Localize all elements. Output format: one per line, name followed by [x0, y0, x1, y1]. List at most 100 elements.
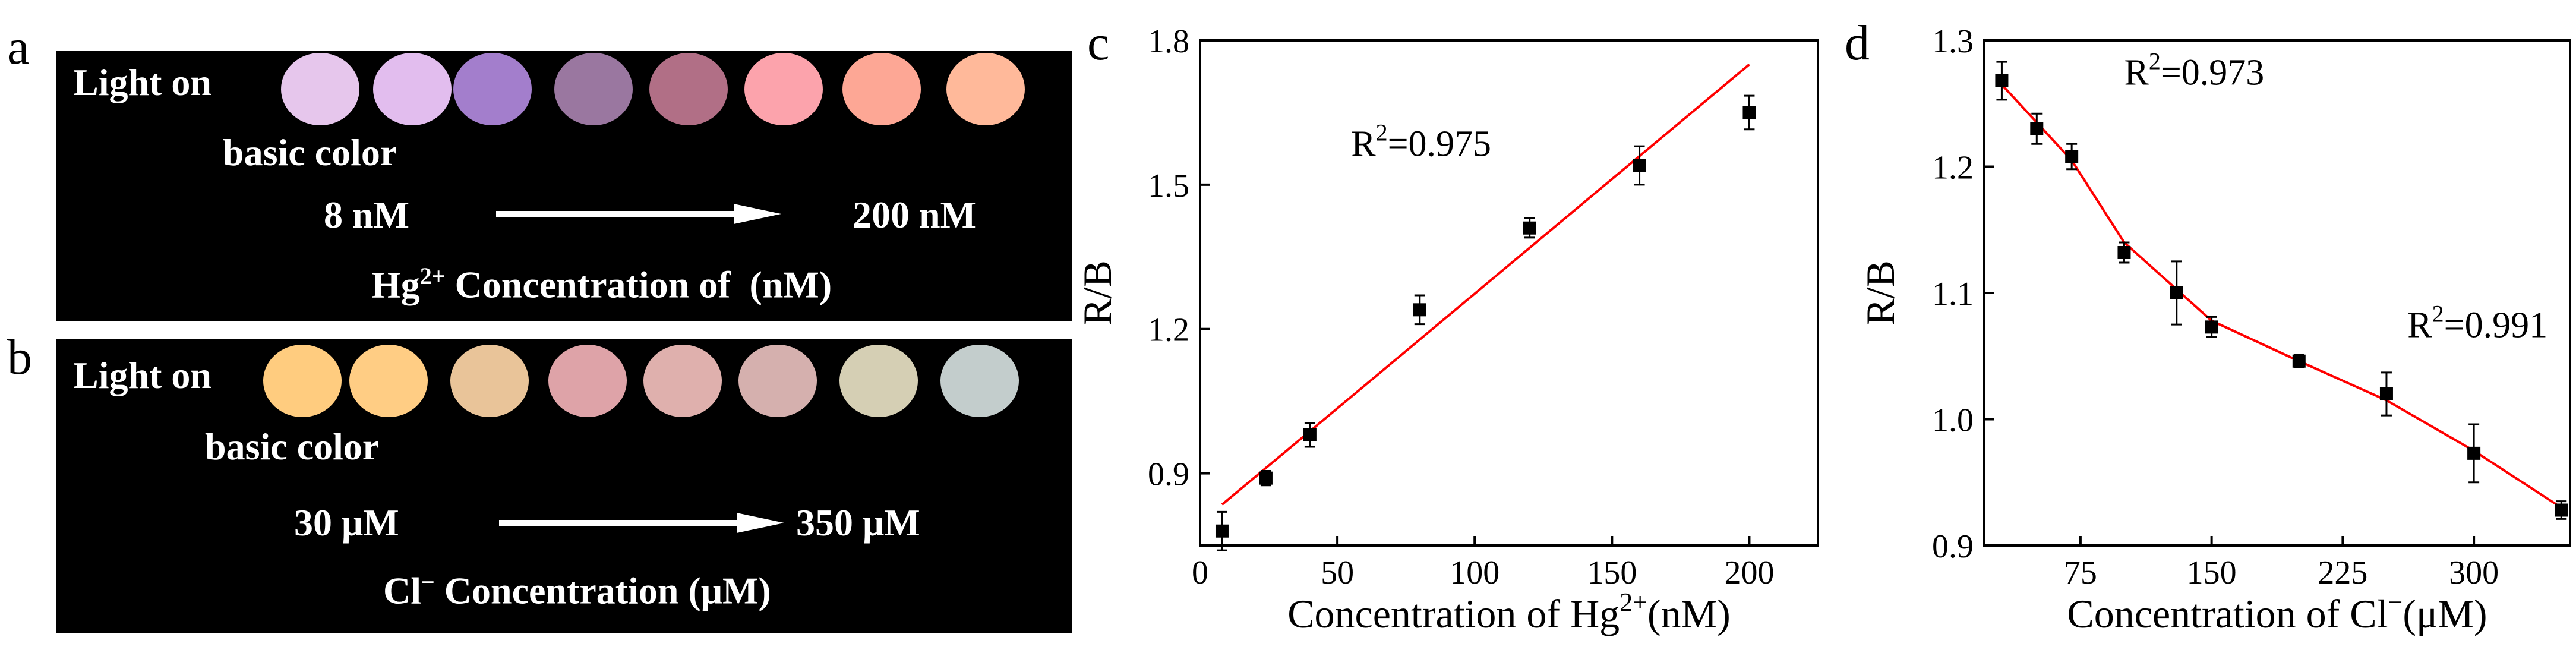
data-point — [2467, 423, 2481, 484]
color-swatch — [643, 345, 722, 417]
data-marker — [2065, 150, 2079, 163]
arrow-right-icon — [496, 204, 781, 224]
arrow-right-icon — [499, 513, 784, 533]
color-swatch — [649, 53, 728, 125]
data-point — [1523, 217, 1536, 239]
color-swatch — [940, 345, 1019, 417]
color-swatch — [738, 345, 817, 417]
data-marker — [2467, 446, 2481, 460]
data-point — [2555, 500, 2568, 520]
light-on-label: Light on — [73, 61, 211, 103]
data-marker — [2555, 503, 2568, 517]
y-axis-label: R/B — [1858, 260, 1903, 326]
plot-frame — [1983, 39, 2571, 547]
color-swatch — [744, 53, 823, 125]
x-tick-label: 75 — [2064, 554, 2097, 591]
chart-cl-ratio: d 0.9 1.0 1.1 1.2 1.3 75 150 225 300 R2=0.973 R2=0.… — [1845, 15, 2571, 636]
concentration-caption: Cl− Concentration (μM) — [383, 570, 771, 610]
data-marker — [1215, 524, 1229, 538]
panel-label-b: b — [7, 330, 32, 385]
data-marker — [1303, 428, 1317, 441]
chart-hg-ratio: c 0.9 1.2 1.5 1.8 0 50 100 150 200 R2=0.975 R/B Conc… — [1075, 15, 1819, 636]
data-point — [1215, 510, 1229, 551]
x-tick-label: 300 — [2449, 554, 2499, 591]
data-point — [1995, 61, 2009, 101]
x-tick-label: 100 — [1450, 554, 1499, 591]
color-swatch — [548, 345, 627, 417]
data-marker — [1259, 471, 1273, 485]
photo-panel-cl: Light on basic color 30 μM 350 μM Cl− Co… — [56, 339, 1072, 633]
fit-line — [2000, 84, 2212, 322]
color-swatch — [554, 53, 633, 125]
color-swatch — [450, 345, 529, 417]
data-point — [1303, 422, 1317, 448]
y-tick-label: 1.2 — [1932, 150, 1974, 187]
data-marker — [1633, 159, 1646, 172]
y-tick-label: 1.2 — [1148, 312, 1189, 349]
x-tick-label: 50 — [1321, 554, 1354, 591]
data-marker — [1523, 221, 1536, 235]
data-point — [1742, 94, 1756, 131]
x-axis-label: Concentration of Cl−(μM) — [2067, 588, 2487, 636]
y-tick-label: 1.3 — [1932, 23, 1974, 60]
data-marker — [2292, 354, 2306, 368]
caption-prefix: Hg — [371, 263, 420, 306]
y-axis-label: R/B — [1075, 260, 1120, 326]
y-tick-label: 1.8 — [1148, 23, 1189, 60]
concentration-caption: Hg2+ Concentration of (nM) — [371, 264, 832, 304]
data-point — [2292, 354, 2306, 368]
caption-suffix: Concentration of (nM) — [445, 263, 832, 306]
y-tick-label: 1.1 — [1932, 276, 1974, 313]
r-squared-annotation: R2=0.991 — [2407, 300, 2547, 345]
panel-label: c — [1087, 15, 1109, 71]
caption-prefix: Cl — [383, 569, 421, 612]
color-swatch — [839, 345, 918, 417]
color-swatch — [281, 53, 359, 125]
color-swatch — [263, 345, 342, 417]
data-point — [2379, 371, 2393, 417]
x-tick-label: 225 — [2318, 554, 2367, 591]
y-tick-label: 1.5 — [1148, 168, 1189, 204]
data-point — [1633, 145, 1646, 186]
r-squared-annotation: R2=0.973 — [2124, 48, 2264, 93]
data-point — [1413, 294, 1426, 326]
color-swatch — [946, 53, 1025, 125]
basic-color-label: basic color — [223, 131, 397, 174]
range-end-label: 350 μM — [796, 502, 920, 544]
caption-sup: − — [421, 569, 435, 595]
data-marker — [1742, 106, 1756, 119]
x-tick-label: 200 — [1724, 554, 1774, 591]
data-marker — [2379, 387, 2393, 400]
range-start-label: 30 μM — [294, 502, 399, 544]
data-marker — [2117, 246, 2131, 259]
range-start-label: 8 nM — [324, 194, 409, 236]
data-marker — [2205, 320, 2218, 334]
panel-label: d — [1845, 15, 1870, 71]
data-point — [2065, 143, 2079, 171]
range-end-label: 200 nM — [853, 194, 976, 236]
data-point — [1259, 470, 1273, 487]
y-tick-label: 1.0 — [1932, 402, 1974, 439]
data-point — [2170, 260, 2183, 326]
data-marker — [1413, 303, 1426, 317]
light-on-label: Light on — [73, 354, 211, 396]
data-marker — [1995, 74, 2009, 87]
data-point — [2030, 112, 2044, 145]
caption-sup: 2+ — [419, 263, 446, 289]
data-marker — [2030, 122, 2044, 135]
color-swatch — [349, 345, 428, 417]
plot-frame — [1199, 39, 1819, 547]
r-squared-annotation: R2=0.975 — [1351, 119, 1491, 164]
data-point — [2205, 316, 2218, 338]
basic-color-label: basic color — [205, 425, 380, 468]
x-axis-label: Concentration of Hg2+(nM) — [1287, 588, 1731, 636]
data-point — [2117, 241, 2131, 264]
panel-label-a: a — [7, 20, 30, 75]
color-swatch — [373, 53, 452, 125]
caption-suffix: Concentration (μM) — [434, 569, 771, 612]
color-swatch — [842, 53, 921, 125]
x-tick-label: 150 — [2187, 554, 2237, 591]
y-tick-label: 0.9 — [1148, 456, 1189, 493]
x-tick-label: 0 — [1192, 554, 1208, 591]
y-tick-label: 0.9 — [1932, 528, 1974, 565]
